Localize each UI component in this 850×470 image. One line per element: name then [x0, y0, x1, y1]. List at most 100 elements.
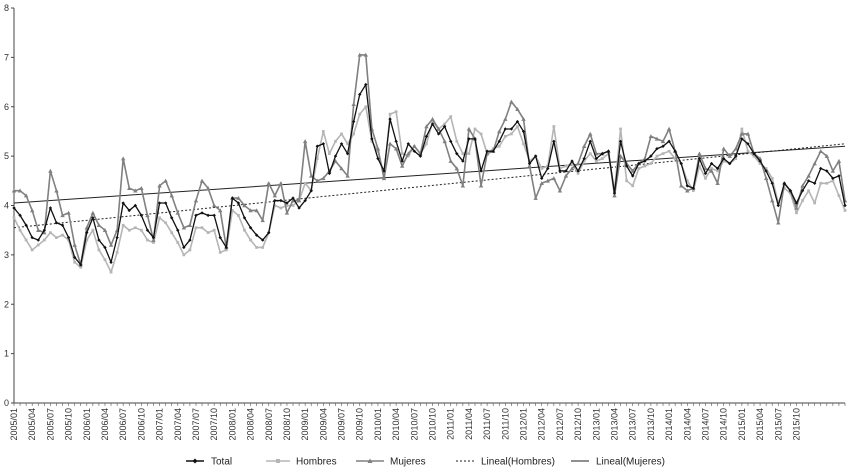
trend-line — [13, 145, 846, 204]
data-point — [461, 152, 465, 156]
x-tick-label: 2009/10 — [355, 408, 365, 441]
data-point — [218, 251, 222, 254]
data-point — [576, 172, 580, 175]
data-point — [588, 152, 592, 156]
data-point — [715, 181, 720, 186]
data-point — [388, 117, 392, 121]
data-point — [72, 255, 77, 260]
x-axis-ticks: 2005/01 2005/04 2005/07 2005/10 2006/01 2006/… — [9, 403, 846, 441]
data-point — [412, 149, 417, 153]
data-point — [806, 173, 811, 178]
data-point — [654, 136, 660, 141]
data-point — [679, 161, 683, 166]
data-point — [539, 181, 544, 186]
data-point — [36, 227, 41, 232]
data-point — [85, 230, 89, 235]
data-point — [424, 134, 429, 139]
data-point — [18, 213, 22, 218]
data-point — [497, 139, 501, 144]
data-point — [758, 159, 762, 163]
data-point — [121, 201, 125, 205]
data-point — [509, 127, 514, 131]
data-point — [485, 149, 489, 153]
data-point — [151, 235, 156, 240]
data-point — [158, 216, 161, 220]
data-point — [48, 206, 53, 210]
data-point — [575, 161, 581, 166]
x-tick-label: 2005/10 — [64, 408, 74, 441]
data-point — [412, 144, 417, 149]
data-point — [193, 198, 199, 203]
data-point — [224, 248, 228, 252]
data-point — [291, 196, 295, 200]
x-tick-label: 2006/07 — [118, 408, 128, 441]
data-point — [73, 260, 77, 264]
data-point — [697, 151, 702, 156]
data-point — [242, 203, 247, 208]
legend-label: Mujeres — [390, 457, 426, 468]
y-tick-label: 4 — [4, 201, 9, 211]
data-point — [522, 142, 525, 146]
data-point — [127, 208, 131, 213]
data-point — [625, 179, 628, 183]
data-point — [237, 214, 240, 217]
data-point — [96, 223, 102, 228]
data-point — [843, 203, 847, 208]
data-point — [527, 161, 532, 166]
data-point — [661, 152, 665, 156]
data-point — [551, 176, 557, 181]
data-point — [649, 162, 653, 165]
data-point — [685, 188, 690, 193]
data-point — [236, 195, 241, 200]
data-point — [425, 142, 428, 146]
x-tick-label: 2009/01 — [300, 408, 310, 441]
data-point — [424, 124, 429, 129]
data-point — [11, 188, 17, 193]
data-point — [497, 144, 501, 148]
data-point — [400, 152, 404, 156]
data-point — [581, 144, 587, 149]
y-tick-label: 1 — [4, 349, 9, 359]
data-point — [127, 186, 132, 190]
data-point — [285, 204, 289, 207]
x-tick-label: 2007/10 — [209, 408, 219, 441]
data-point — [430, 122, 435, 126]
data-point — [151, 237, 156, 242]
data-point — [697, 156, 702, 161]
data-point — [290, 198, 296, 203]
data-point — [140, 228, 143, 232]
data-point — [467, 137, 471, 141]
y-tick-label: 3 — [4, 250, 9, 260]
data-point — [218, 208, 223, 213]
data-point — [85, 238, 89, 242]
x-tick-label: 2012/01 — [519, 408, 529, 441]
data-point — [108, 242, 114, 247]
data-point — [188, 238, 192, 242]
data-point — [685, 179, 689, 183]
x-tick-label: 2013/10 — [646, 408, 656, 441]
data-point — [248, 226, 253, 230]
data-point — [176, 228, 180, 232]
x-tick-label: 2006/10 — [136, 408, 146, 441]
data-point — [564, 169, 568, 173]
data-point — [42, 238, 46, 242]
data-point — [509, 99, 514, 104]
data-point — [582, 156, 586, 161]
data-point — [649, 154, 653, 158]
data-point — [473, 127, 477, 131]
data-point — [393, 146, 399, 151]
data-point — [157, 183, 162, 188]
data-point — [734, 154, 738, 158]
data-point — [824, 153, 830, 158]
x-tick-label: 2013/01 — [591, 408, 601, 441]
y-tick-label: 0 — [4, 398, 9, 408]
data-point — [745, 131, 751, 136]
data-point — [29, 208, 35, 213]
data-point — [236, 201, 241, 205]
data-point — [381, 176, 387, 181]
data-point — [212, 228, 216, 232]
data-point — [42, 228, 47, 232]
data-point — [436, 132, 441, 136]
x-tick-label: 2013/07 — [628, 408, 638, 441]
data-point — [199, 178, 205, 183]
